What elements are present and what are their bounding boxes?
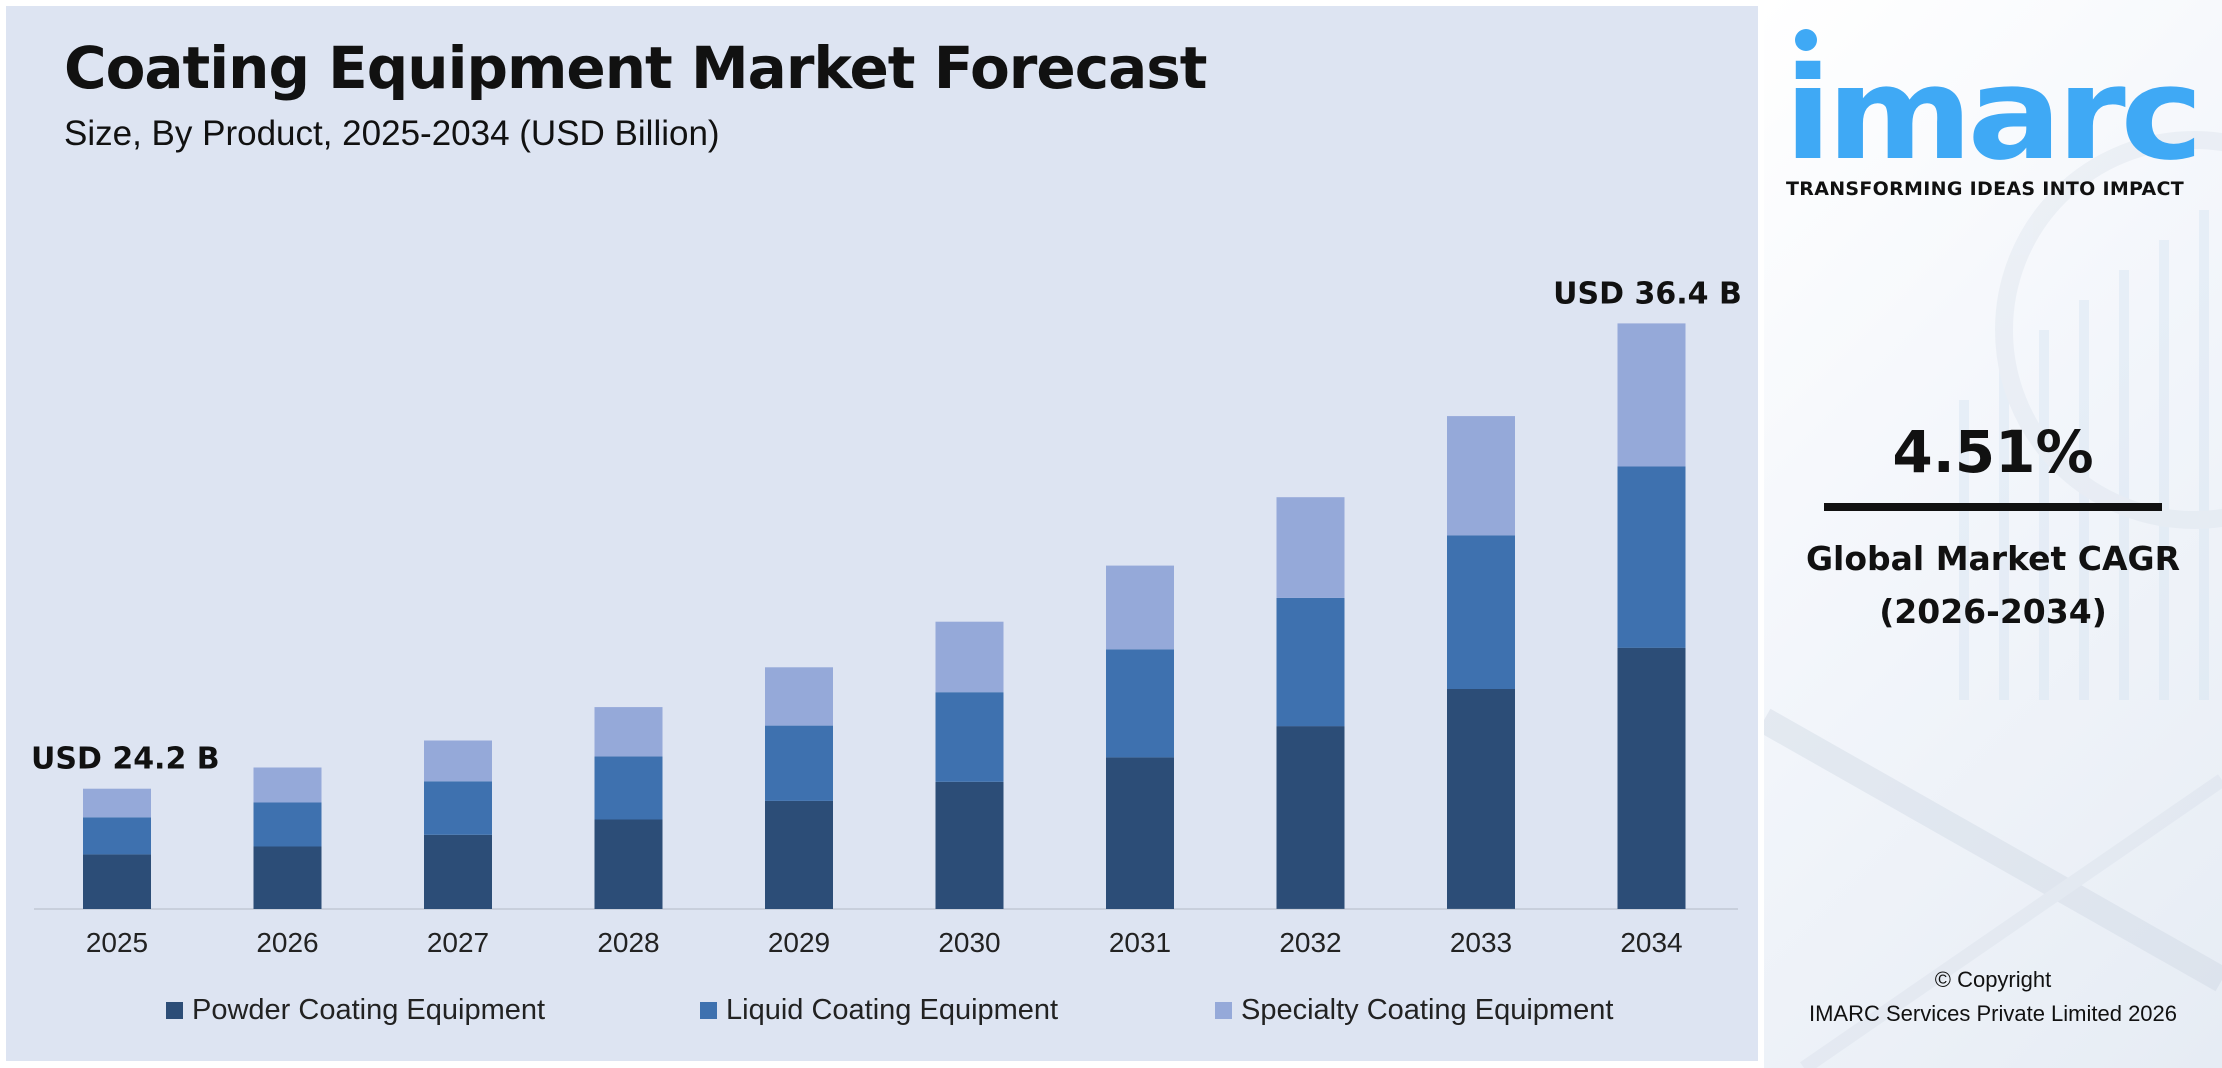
x-tick-labels: 2025 2026 2027 2028 2029 2030 2031 2032 2033 2034 xyxy=(86,927,1683,958)
bar-segment-2027-1 xyxy=(424,834,492,909)
bar-segment-2034-3 xyxy=(1617,323,1686,467)
x-tick-label: 2034 xyxy=(1620,927,1682,958)
legend-swatch xyxy=(1215,1002,1232,1019)
bar-segment-2033-1 xyxy=(1447,689,1515,909)
chart-title: Coating Equipment Market Forecast xyxy=(64,34,1208,102)
x-tick-label: 2027 xyxy=(427,927,489,958)
cagr-label-line1: Global Market CAGR xyxy=(1805,539,2181,578)
bar-segment-2028-1 xyxy=(594,819,663,909)
bar-segment-2032-3 xyxy=(1276,497,1345,598)
legend-label: Liquid Coating Equipment xyxy=(726,994,1059,1026)
x-tick-label: 2026 xyxy=(256,927,318,958)
bar-segment-2025-2 xyxy=(83,817,151,855)
cagr-value: 4.51% xyxy=(1892,418,2094,486)
legend-swatch xyxy=(700,1002,717,1019)
value-annotations: USD 24.2 B USD 36.4 B xyxy=(31,276,1742,776)
copyright-line2: IMARC Services Private Limited 2026 xyxy=(1808,1001,2178,1027)
cagr-divider xyxy=(1824,503,2162,511)
value-annotation: USD 24.2 B xyxy=(31,742,220,777)
bar-segment-2030-3 xyxy=(935,621,1004,693)
bar-segment-2031-3 xyxy=(1106,565,1174,650)
bar-segment-2029-3 xyxy=(765,667,833,726)
x-tick-label: 2030 xyxy=(938,927,1000,958)
bar-segment-2028-2 xyxy=(594,756,663,820)
legend-item: Specialty Coating Equipment xyxy=(1215,994,1613,1027)
bar-segment-2032-2 xyxy=(1276,597,1345,727)
x-tick-label: 2028 xyxy=(597,927,659,958)
copyright-notice: © Copyright IMARC Services Private Limit… xyxy=(1764,963,2222,1031)
bar-segment-2029-2 xyxy=(765,725,833,801)
bar-segment-2030-2 xyxy=(935,692,1004,782)
chart-subtitle: Size, By Product, 2025-2034 (USD Billion… xyxy=(64,114,720,153)
legend-label: Powder Coating Equipment xyxy=(192,994,546,1026)
stacked-bar-chart: 2025 2026 2027 2028 2029 2030 2031 2032 2033 2034… xyxy=(31,276,1742,958)
legend-swatch xyxy=(166,1002,183,1019)
logo-dot xyxy=(1795,29,1817,51)
bar-segment-2031-1 xyxy=(1106,757,1174,909)
x-tick-label: 2031 xyxy=(1109,927,1171,958)
bar-segment-2034-2 xyxy=(1617,466,1686,648)
bar-segment-2027-3 xyxy=(424,740,492,782)
bar-segment-2033-2 xyxy=(1447,535,1515,689)
background-chart-graphic xyxy=(1764,131,2222,1068)
chart-legend: Powder Coating Equipment Liquid Coating E… xyxy=(6,994,1758,1040)
bar-segment-2034-1 xyxy=(1617,647,1686,909)
x-tick-label: 2029 xyxy=(768,927,830,958)
x-tick-label: 2025 xyxy=(86,927,148,958)
bar-segment-2032-1 xyxy=(1276,726,1345,909)
bar-segment-2027-2 xyxy=(424,781,492,835)
bar-segment-2026-2 xyxy=(253,802,322,847)
legend-item: Powder Coating Equipment xyxy=(166,994,545,1027)
bar-segment-2030-1 xyxy=(935,781,1004,909)
bar-segment-2025-1 xyxy=(83,854,151,909)
cagr-label: Global Market CAGR (2026-2034) xyxy=(1764,533,2222,639)
x-tick-label: 2032 xyxy=(1279,927,1341,958)
cagr-label-line2: (2026-2034) xyxy=(1879,591,2107,631)
chart-panel: Coating Equipment Market Forecast Size, … xyxy=(6,6,1758,1061)
bar-segment-2026-1 xyxy=(253,846,322,909)
bar-segment-2025-3 xyxy=(83,788,151,818)
legend-label: Specialty Coating Equipment xyxy=(1241,994,1614,1026)
bar-segment-2028-3 xyxy=(594,707,663,757)
legend-item: Liquid Coating Equipment xyxy=(700,994,1058,1027)
bar-segment-2029-1 xyxy=(765,800,833,909)
bar-segment-2031-2 xyxy=(1106,649,1174,758)
bar-segment-2026-3 xyxy=(253,767,322,803)
bar-group xyxy=(83,323,1686,909)
copyright-line1: © Copyright xyxy=(1934,967,2052,992)
brand-tagline: TRANSFORMING IDEAS INTO IMPACT xyxy=(1786,178,2185,200)
imarc-logo: imarc xyxy=(1784,29,2203,170)
bar-segment-2033-3 xyxy=(1447,416,1515,536)
info-panel: imarc TRANSFORMING IDEAS INTO IMPACT 4.5… xyxy=(1764,0,2222,1068)
x-tick-label: 2033 xyxy=(1450,927,1512,958)
value-annotation: USD 36.4 B xyxy=(1553,276,1742,311)
logo-wordmark: imarc xyxy=(1784,40,2198,170)
